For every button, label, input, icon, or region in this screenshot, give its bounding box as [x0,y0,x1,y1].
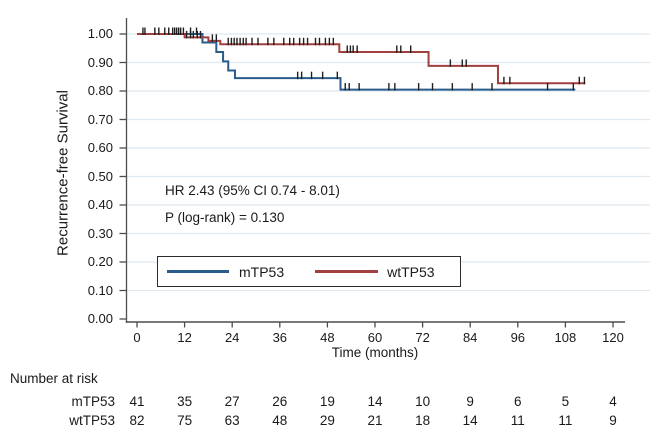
x-tick-label: 84 [462,330,478,345]
y-tick-label: 0.70 [87,111,113,127]
risk-row-label-wtTP53: wtTP53 [69,413,115,428]
x-tick-label: 12 [177,330,192,345]
x-tick-label: 60 [367,330,383,345]
risk-count: 35 [177,394,193,409]
risk-count: 63 [224,413,240,428]
risk-count: 6 [514,394,522,409]
y-tick-label: 0.10 [87,282,113,298]
risk-row-label-mTP53: mTP53 [71,394,115,409]
survival-curve-wtTP53 [137,33,586,85]
risk-count: 10 [415,394,431,409]
risk-count: 14 [367,394,383,409]
y-axis-title: Recurrence-free Survival [54,90,72,256]
y-tick-label: 0.80 [87,83,113,98]
risk-count: 27 [224,394,240,409]
y-tick-label: 0.90 [87,54,113,70]
risk-count: 5 [561,394,570,409]
risk-count: 75 [177,413,193,428]
x-tick-label: 48 [320,330,335,345]
wttp53-line-sample-icon [315,270,379,273]
risk-count: 48 [272,413,288,428]
risk-count: 9 [466,394,474,409]
y-tick-label: 0.60 [87,140,113,155]
x-axis-title: Time (months) [331,345,419,360]
risk-count: 82 [129,413,145,428]
x-tick-label: 24 [224,330,240,345]
x-tick-label: 72 [415,330,430,345]
y-tick-label: 0.50 [87,168,113,184]
risk-table-title: Number at risk [10,371,98,386]
risk-count: 11 [558,413,573,428]
risk-count: 14 [462,413,478,428]
x-tick-label: 96 [510,330,526,345]
risk-count: 26 [272,394,288,409]
x-tick-label: 0 [133,330,141,345]
pvalue-annotation: P (log-rank) = 0.130 [165,210,285,225]
y-tick-label: 0.20 [87,254,113,269]
risk-count: 18 [415,413,431,428]
risk-count: 29 [319,413,335,428]
risk-count: 4 [609,394,617,409]
risk-count: 41 [129,394,145,409]
y-tick-label: 0.40 [87,197,113,212]
legend-label-mtp53: mTP53 [239,263,285,280]
mtp53-line-sample-icon [167,270,229,273]
y-tick-label: 0.00 [87,311,113,326]
y-tick-label: 0.30 [87,225,113,241]
x-tick-label: 120 [602,330,624,345]
x-tick-label: 36 [272,330,288,345]
risk-count: 9 [609,413,617,428]
legend-label-wttp53: wtTP53 [387,263,435,280]
y-tick-label: 1.00 [87,26,113,41]
legend: mTP53 wtTP53 [157,256,461,287]
risk-count: 19 [319,394,335,409]
risk-count: 11 [510,413,525,428]
x-tick-label: 108 [554,330,577,345]
risk-count: 21 [367,413,383,428]
hr-annotation: HR 2.43 (95% CI 0.74 - 8.01) [165,183,340,198]
